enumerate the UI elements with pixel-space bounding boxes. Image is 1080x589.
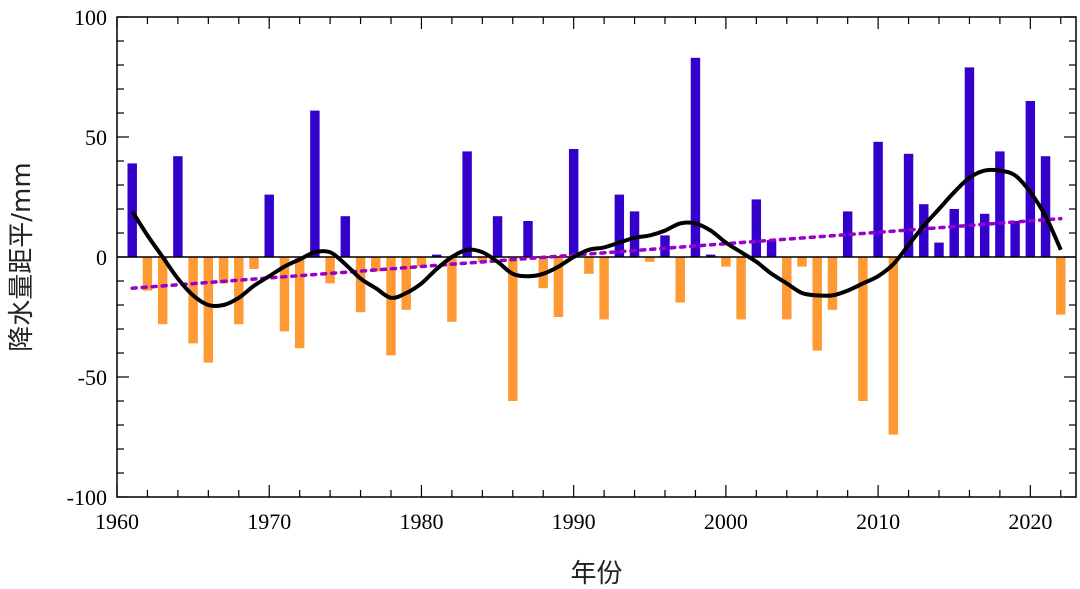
bar-positive <box>523 221 533 257</box>
bar-negative <box>355 257 366 313</box>
bar-negative <box>782 257 792 320</box>
bar-positive <box>1025 101 1036 257</box>
bar-negative <box>416 257 427 267</box>
x-tick-label: 2020 <box>1008 509 1052 534</box>
bar-positive <box>1040 156 1051 257</box>
bar-positive <box>568 149 579 257</box>
x-tick-label: 2000 <box>704 509 748 534</box>
x-tick-label: 1970 <box>247 509 291 534</box>
y-tick-label: -100 <box>67 485 107 510</box>
bar-negative <box>157 257 168 325</box>
bar-negative <box>888 257 899 435</box>
smooth-curve-layer <box>130 167 1063 309</box>
axes-layer <box>116 16 1077 498</box>
bar-negative <box>584 257 594 274</box>
bar-positive <box>629 211 640 257</box>
trend-line <box>130 216 1063 290</box>
bar-negative <box>553 257 564 317</box>
bar-negative <box>371 257 381 272</box>
y-tick-label: 0 <box>96 245 107 270</box>
bar-negative <box>234 257 244 325</box>
x-tick-label: 1980 <box>399 509 443 534</box>
bar-negative <box>477 257 488 262</box>
x-tick-label: 2010 <box>856 509 900 534</box>
bar-positive <box>264 194 274 257</box>
bar-negative <box>279 257 290 332</box>
bar-negative <box>645 257 655 262</box>
bar-negative <box>203 257 214 363</box>
bar-positive <box>127 163 137 257</box>
bar-positive <box>903 153 914 257</box>
bar-negative <box>294 257 305 349</box>
bar-negative <box>142 257 153 291</box>
trend-line-layer <box>130 216 1063 290</box>
bar-negative <box>599 257 609 320</box>
bar-negative <box>797 257 807 267</box>
x-axis-title: 年份 <box>570 559 622 589</box>
bar-negative <box>188 257 198 344</box>
bar-negative <box>675 257 685 303</box>
bar-negative <box>447 257 457 322</box>
y-tick-label: 50 <box>85 125 107 150</box>
y-tick-label: -50 <box>78 365 107 390</box>
y-axis-title: 降水量距平/mm <box>7 162 37 351</box>
bar-positive <box>1010 221 1020 257</box>
bar-negative <box>401 257 411 310</box>
bar-positive <box>934 242 944 257</box>
bar-positive <box>751 199 762 257</box>
bar-negative <box>386 257 396 356</box>
bar-positive <box>614 194 625 257</box>
bar-negative <box>325 257 335 284</box>
bar-positive <box>660 235 670 257</box>
bar-positive <box>340 216 351 257</box>
bar-positive <box>492 216 503 257</box>
bar-positive <box>705 254 716 257</box>
bar-negative <box>1056 257 1066 315</box>
smooth-curve <box>130 167 1063 309</box>
bar-positive <box>873 141 883 257</box>
bar-positive <box>462 151 472 257</box>
bar-negative <box>827 257 838 310</box>
bar-positive <box>964 67 975 258</box>
bar-negative <box>249 257 259 269</box>
bar-positive <box>431 254 442 257</box>
bar-positive <box>979 213 990 257</box>
bar-negative <box>218 257 229 284</box>
bar-positive <box>949 209 959 257</box>
bar-negative <box>721 257 731 267</box>
bar-positive <box>690 57 701 257</box>
bar-positive <box>173 156 183 257</box>
x-tick-label: 1990 <box>552 509 596 534</box>
bar-positive <box>310 110 320 257</box>
bars-layer <box>127 57 1066 435</box>
bar-negative <box>736 257 746 320</box>
bar-negative <box>858 257 868 401</box>
bar-negative <box>508 257 518 401</box>
y-tick-label: 100 <box>74 5 107 30</box>
bar-negative <box>812 257 822 351</box>
x-tick-label: 1960 <box>95 509 139 534</box>
bar-positive <box>842 211 853 257</box>
bar-positive <box>995 151 1005 257</box>
bar-positive <box>766 240 777 257</box>
